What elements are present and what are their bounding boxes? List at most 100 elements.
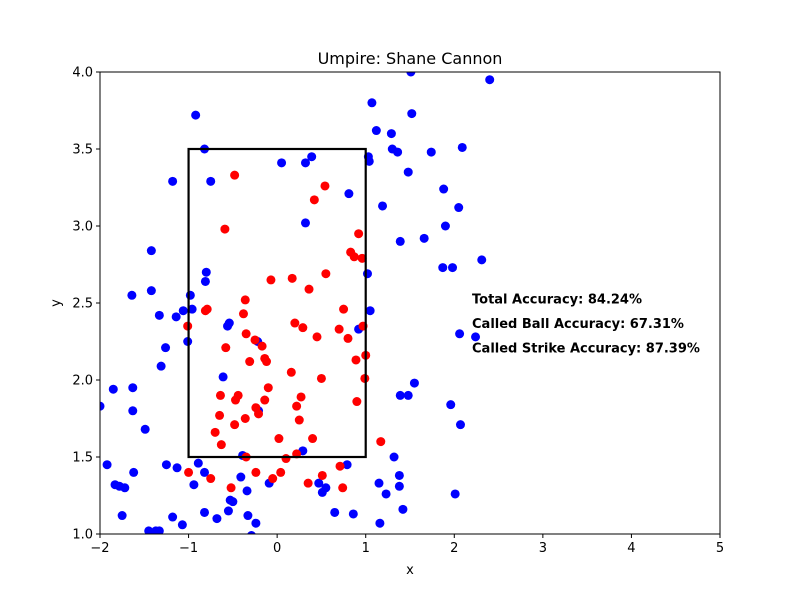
blue-point (212, 514, 222, 524)
blue-point (100, 401, 105, 411)
blue-point (395, 236, 405, 246)
blue-point (236, 472, 246, 482)
blue-point (395, 390, 405, 400)
blue-point (314, 478, 324, 488)
red-point (254, 409, 264, 419)
blue-point (154, 310, 164, 320)
blue-point (455, 329, 465, 339)
blue-point (200, 467, 210, 477)
red-point (339, 304, 349, 314)
red-point (281, 454, 291, 464)
accuracy-annotations: Total Accuracy: 84.24% Called Ball Accur… (472, 292, 700, 356)
blue-point (477, 255, 487, 265)
red-point (334, 324, 344, 334)
blue-point (172, 463, 182, 473)
red-point (220, 224, 230, 234)
red-point (245, 357, 255, 367)
blue-point (191, 110, 201, 120)
blue-point (102, 460, 112, 470)
red-point (215, 390, 225, 400)
blue-point (120, 483, 130, 493)
blue-point (200, 507, 210, 517)
blue-point (378, 201, 388, 211)
red-point (335, 461, 345, 471)
blue-point (393, 147, 403, 157)
blue-point (342, 460, 352, 470)
blue-point (398, 504, 408, 514)
red-point (320, 181, 330, 191)
y-tick-label: 1.0 (72, 528, 93, 543)
blue-point (218, 372, 228, 382)
blue-point (374, 478, 384, 488)
blue-point (394, 470, 404, 480)
blue-point (362, 269, 372, 279)
blue-point (409, 378, 419, 388)
blue-point (300, 158, 310, 168)
blue-point (344, 189, 354, 199)
strike-zone (187, 147, 367, 459)
blue-point (251, 518, 261, 528)
red-point (240, 295, 250, 305)
x-tick-label: 1 (362, 541, 370, 556)
blue-point (156, 361, 166, 371)
x-tick-label: −1 (179, 541, 198, 556)
blue-point (371, 126, 381, 136)
y-tick-label: 3.5 (72, 143, 93, 158)
blue-point (187, 304, 197, 314)
x-tick-label: 4 (627, 541, 635, 556)
red-point (317, 470, 327, 480)
blue-point (185, 290, 195, 300)
red-point (286, 367, 296, 377)
red-point (308, 434, 318, 444)
blue-point (161, 343, 171, 353)
blue-point (439, 184, 449, 194)
blue-point (128, 406, 138, 416)
blue-point (471, 332, 481, 342)
red-point (266, 275, 276, 285)
x-tick-label: −2 (90, 541, 109, 556)
x-axis-label: x (406, 563, 414, 578)
blue-point (224, 318, 234, 328)
blue-point (144, 526, 154, 534)
blue-point (448, 263, 458, 273)
x-tick-label: 5 (716, 541, 724, 556)
blue-point (277, 158, 287, 168)
red-point (312, 332, 322, 342)
blue-point (440, 221, 450, 231)
y-tick-label: 1.5 (72, 451, 93, 466)
red-point (343, 333, 353, 343)
red-point (240, 414, 250, 423)
red-point (260, 395, 270, 405)
blue-point (375, 518, 385, 528)
blue-point (168, 512, 178, 522)
red-point (262, 357, 272, 367)
red-point (309, 195, 319, 205)
blue-point (364, 156, 374, 166)
blue-point (108, 384, 118, 394)
blue-point (330, 507, 340, 517)
blue-point (129, 467, 139, 477)
blue-point (127, 290, 137, 300)
blue-point (485, 75, 495, 85)
blue-point (154, 526, 164, 534)
blue-point (348, 509, 358, 519)
blue-point (394, 481, 404, 491)
blue-point (200, 276, 210, 286)
y-tick-label: 3.0 (72, 220, 93, 235)
blue-point (454, 203, 464, 213)
blue-point (426, 147, 436, 157)
red-point (257, 341, 267, 351)
blue-point (307, 152, 317, 162)
red-point (184, 467, 194, 477)
y-tick-label: 2.0 (72, 374, 93, 389)
red-point (238, 309, 248, 319)
blue-point (178, 306, 188, 316)
red-point (354, 229, 364, 239)
blue-point (228, 497, 238, 507)
red-point (230, 420, 240, 430)
red-point (294, 415, 304, 425)
blue-point (117, 511, 127, 521)
y-axis-label: y (49, 299, 64, 307)
blue-point (128, 383, 138, 393)
blue-point (367, 98, 377, 108)
